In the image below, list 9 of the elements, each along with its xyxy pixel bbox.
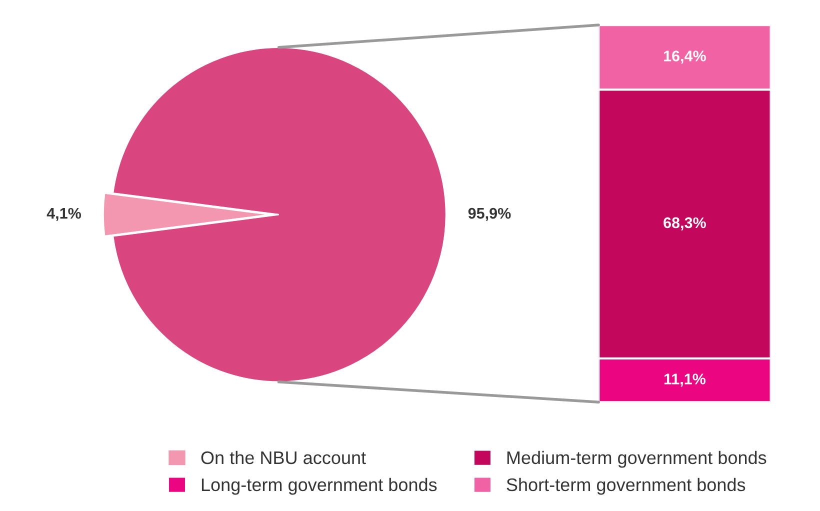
data-label: 11,1% — [664, 374, 706, 387]
legend-label: Short-term government bonds — [506, 478, 746, 495]
data-label: 4,1% — [46, 208, 82, 221]
data-label: 95,9% — [468, 208, 511, 221]
legend-label: Medium-term government bonds — [507, 450, 766, 468]
legend-label: On the NBU account — [201, 450, 366, 464]
legend-label: Long-term government bonds — [202, 478, 437, 495]
data-label: 68,3% — [664, 217, 706, 230]
data-label: 16,4% — [664, 50, 706, 64]
